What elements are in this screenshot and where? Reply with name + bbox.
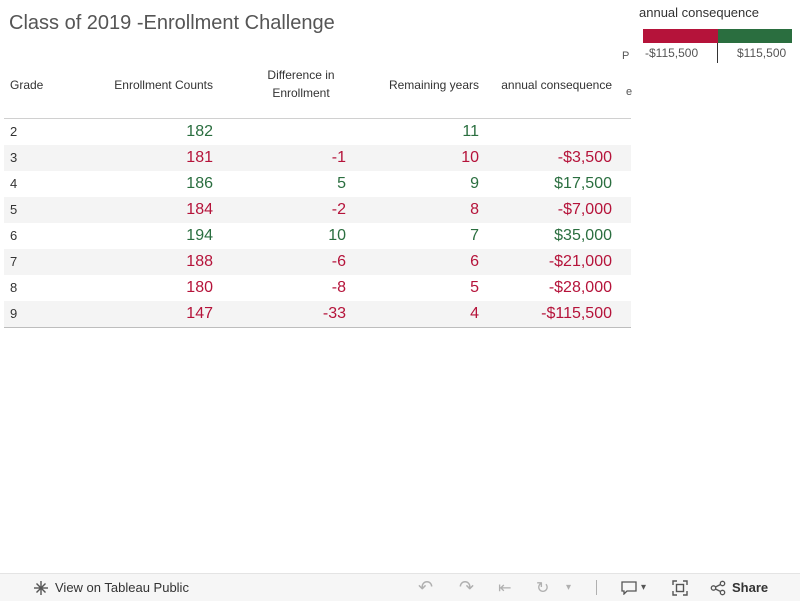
header-annual-consequence[interactable]: annual consequence	[501, 78, 612, 92]
table-row[interactable]: 3 181 -1 10 -$3,500	[4, 145, 631, 171]
cell-enrollment-count: 181	[186, 149, 213, 166]
cell-annual-consequence: -$7,000	[557, 201, 612, 218]
cell-difference: -1	[331, 149, 346, 166]
table-row[interactable]: 4 186 5 9 $17,500	[4, 171, 631, 197]
cell-grade: 4	[10, 176, 18, 191]
cell-remaining-years: 11	[462, 123, 479, 140]
cell-grade: 7	[10, 254, 18, 269]
header-remaining-years[interactable]: Remaining years	[388, 78, 479, 92]
cell-remaining-years: 9	[470, 175, 479, 192]
dashboard-title: Class of 2019 -Enrollment Challenge	[9, 12, 335, 34]
table-body: 2 182 11 3 181 -1 10 -$3,500 4 186 5 9 $17,500 5 184 -2…	[4, 119, 631, 327]
cell-difference: -33	[322, 305, 346, 322]
cell-enrollment-count: 194	[186, 227, 213, 244]
enrollment-table: Grade Enrollment Counts Difference in En…	[4, 60, 631, 328]
cell-difference: 10	[328, 227, 346, 244]
clipped-label: P	[622, 50, 630, 62]
tableau-toolbar: View on Tableau Public ↶ ↷ ⇤ ↻ ▾ ▾ Share	[0, 573, 800, 601]
cell-remaining-years: 4	[470, 305, 479, 322]
cell-difference: -2	[331, 201, 346, 218]
cell-annual-consequence: -$28,000	[548, 279, 612, 296]
chevron-down-icon[interactable]: ▾	[641, 582, 647, 593]
cell-difference: -6	[331, 253, 346, 270]
legend-zero-marker	[717, 43, 718, 63]
cell-enrollment-count: 180	[186, 279, 213, 296]
cell-grade: 9	[10, 306, 18, 321]
table-row[interactable]: 9 147 -33 4 -$115,500	[4, 301, 631, 327]
undo-icon[interactable]: ↶	[418, 577, 434, 597]
cell-enrollment-count: 188	[186, 253, 213, 270]
cell-grade: 3	[10, 150, 18, 165]
cell-difference: 5	[337, 175, 346, 192]
cell-enrollment-count: 184	[186, 201, 213, 218]
cell-grade: 6	[10, 228, 18, 243]
cell-enrollment-count: 147	[186, 305, 213, 322]
cell-remaining-years: 5	[470, 279, 479, 296]
legend-negative-swatch	[643, 29, 718, 43]
cell-enrollment-count: 182	[186, 123, 213, 140]
cell-enrollment-count: 186	[186, 175, 213, 192]
cell-remaining-years: 6	[470, 253, 479, 270]
table-row[interactable]: 8 180 -8 5 -$28,000	[4, 275, 631, 301]
cell-annual-consequence: -$21,000	[548, 253, 612, 270]
table-row[interactable]: 7 188 -6 6 -$21,000	[4, 249, 631, 275]
refresh-icon[interactable]: ↻	[536, 579, 550, 597]
fullscreen-icon[interactable]	[672, 574, 688, 601]
cell-remaining-years: 10	[461, 149, 479, 166]
table-row[interactable]: 6 194 10 7 $35,000	[4, 223, 631, 249]
table-header: Grade Enrollment Counts Difference in En…	[4, 60, 631, 119]
share-button[interactable]: Share	[732, 580, 769, 595]
comment-icon[interactable]	[621, 574, 637, 601]
chevron-down-icon[interactable]: ▾	[566, 582, 572, 593]
cell-grade: 2	[10, 124, 18, 139]
view-on-tableau-link[interactable]: View on Tableau Public	[55, 580, 189, 595]
header-difference-line2: Enrollment	[272, 86, 330, 100]
cell-annual-consequence: -$115,500	[541, 305, 612, 322]
legend-max-label: $115,500	[737, 46, 787, 60]
table-row[interactable]: 5 184 -2 8 -$7,000	[4, 197, 631, 223]
table-bottom-rule	[4, 327, 631, 328]
clipped-label: e	[626, 86, 633, 98]
cell-annual-consequence: $17,500	[554, 175, 612, 192]
share-icon[interactable]	[710, 574, 726, 601]
cell-difference: -8	[331, 279, 346, 296]
tableau-icon[interactable]	[33, 574, 49, 601]
legend-title: annual consequence	[639, 5, 759, 20]
cell-grade: 5	[10, 202, 18, 217]
header-enrollment-counts[interactable]: Enrollment Counts	[114, 78, 213, 92]
cell-annual-consequence: $35,000	[554, 227, 612, 244]
header-difference[interactable]: Difference in Enrollment	[256, 66, 346, 102]
legend-positive-swatch	[718, 29, 792, 43]
cell-remaining-years: 7	[470, 227, 479, 244]
table-row[interactable]: 2 182 11	[4, 119, 631, 145]
header-grade[interactable]: Grade	[10, 78, 44, 92]
toolbar-divider	[596, 580, 597, 595]
cell-grade: 8	[10, 280, 18, 295]
cell-remaining-years: 8	[470, 201, 479, 218]
header-difference-line1: Difference in	[267, 68, 335, 82]
revert-icon[interactable]: ⇤	[498, 579, 512, 597]
color-legend-bar[interactable]	[643, 29, 792, 43]
cell-annual-consequence: -$3,500	[557, 149, 612, 166]
redo-icon[interactable]: ↷	[459, 577, 475, 597]
legend-min-label: -$115,500	[645, 46, 699, 60]
